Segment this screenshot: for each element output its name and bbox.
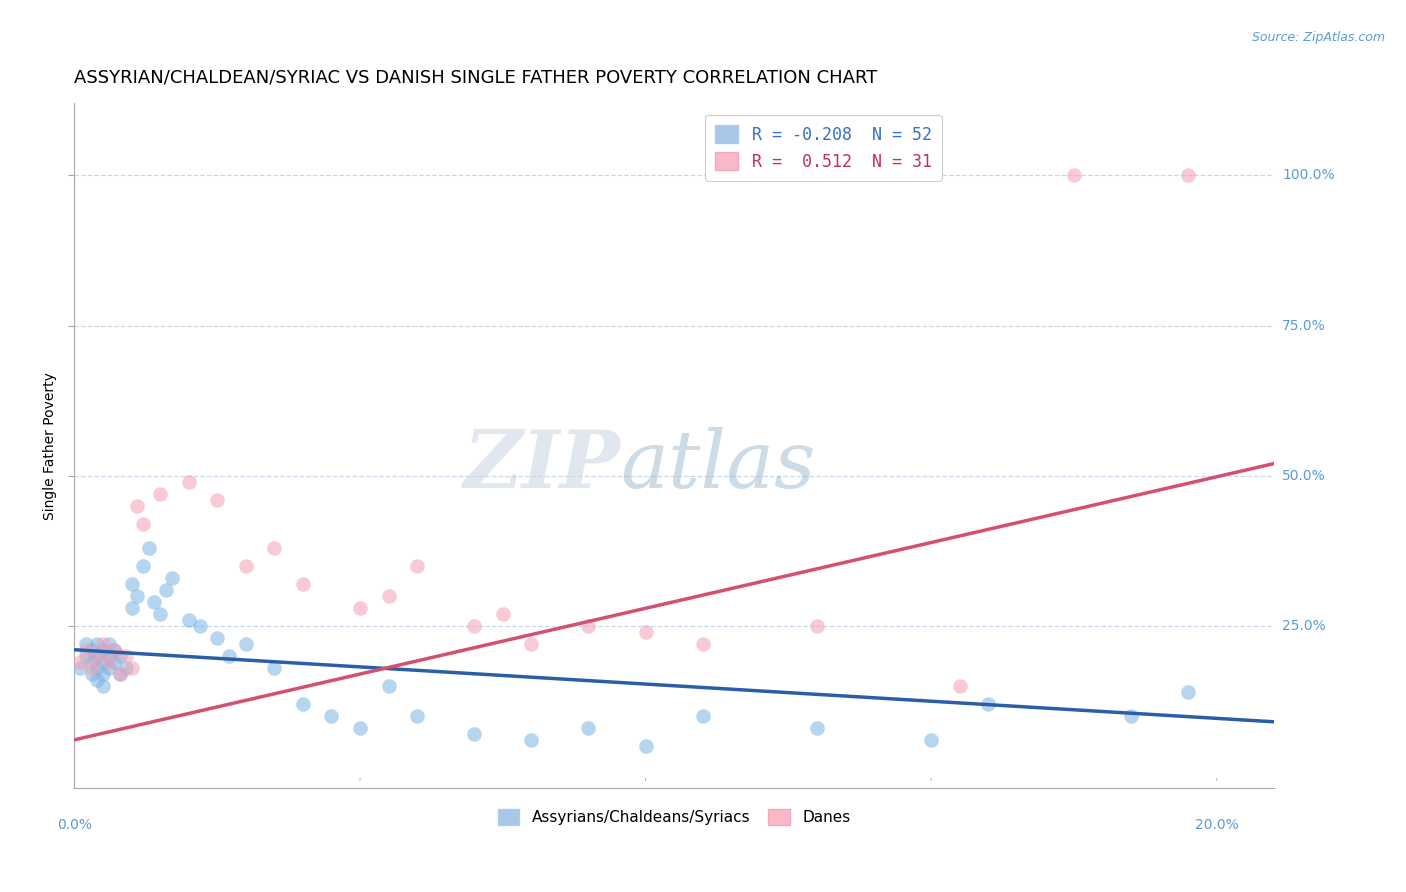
Point bbox=[149, 486, 172, 500]
Point bbox=[634, 624, 657, 639]
Point bbox=[188, 618, 211, 632]
Point bbox=[806, 618, 828, 632]
Point bbox=[160, 571, 183, 585]
Point bbox=[634, 739, 657, 753]
Point bbox=[115, 648, 138, 663]
Point bbox=[97, 637, 120, 651]
Point bbox=[177, 613, 200, 627]
Point bbox=[149, 607, 172, 621]
Point bbox=[235, 637, 257, 651]
Text: 100.0%: 100.0% bbox=[1282, 169, 1334, 182]
Point bbox=[263, 541, 285, 555]
Text: 25.0%: 25.0% bbox=[1282, 619, 1326, 632]
Point bbox=[75, 637, 97, 651]
Point bbox=[127, 499, 149, 513]
Point bbox=[127, 589, 149, 603]
Point bbox=[80, 661, 103, 675]
Point bbox=[121, 576, 143, 591]
Text: 0.0%: 0.0% bbox=[58, 818, 91, 832]
Point bbox=[108, 648, 131, 663]
Point bbox=[132, 558, 155, 573]
Text: Source: ZipAtlas.com: Source: ZipAtlas.com bbox=[1251, 31, 1385, 45]
Point bbox=[138, 541, 160, 555]
Point bbox=[207, 631, 229, 645]
Point bbox=[321, 708, 343, 723]
Point bbox=[80, 642, 103, 657]
Point bbox=[806, 721, 828, 735]
Point bbox=[91, 637, 114, 651]
Point bbox=[80, 666, 103, 681]
Point bbox=[86, 661, 108, 675]
Point bbox=[349, 600, 371, 615]
Point bbox=[91, 666, 114, 681]
Point bbox=[115, 661, 138, 675]
Point bbox=[103, 655, 125, 669]
Point bbox=[1063, 169, 1085, 183]
Text: ASSYRIAN/CHALDEAN/SYRIAC VS DANISH SINGLE FATHER POVERTY CORRELATION CHART: ASSYRIAN/CHALDEAN/SYRIAC VS DANISH SINGL… bbox=[75, 69, 877, 87]
Point bbox=[97, 648, 120, 663]
Point bbox=[977, 697, 1000, 711]
Point bbox=[692, 708, 714, 723]
Point bbox=[218, 648, 240, 663]
Point bbox=[377, 589, 399, 603]
Point bbox=[349, 721, 371, 735]
Point bbox=[86, 648, 108, 663]
Point bbox=[75, 642, 97, 657]
Point bbox=[520, 732, 543, 747]
Point bbox=[91, 679, 114, 693]
Point bbox=[121, 661, 143, 675]
Point bbox=[578, 721, 600, 735]
Point bbox=[1177, 169, 1199, 183]
Point bbox=[463, 618, 485, 632]
Point bbox=[143, 595, 166, 609]
Point bbox=[406, 558, 429, 573]
Point bbox=[492, 607, 515, 621]
Y-axis label: Single Father Poverty: Single Father Poverty bbox=[44, 372, 58, 519]
Point bbox=[97, 655, 120, 669]
Point bbox=[97, 661, 120, 675]
Point bbox=[86, 673, 108, 687]
Point bbox=[91, 655, 114, 669]
Point bbox=[80, 655, 103, 669]
Point bbox=[86, 648, 108, 663]
Point bbox=[132, 516, 155, 531]
Point bbox=[121, 600, 143, 615]
Point bbox=[406, 708, 429, 723]
Point bbox=[235, 558, 257, 573]
Point bbox=[86, 637, 108, 651]
Point bbox=[207, 492, 229, 507]
Point bbox=[377, 679, 399, 693]
Text: 75.0%: 75.0% bbox=[1282, 318, 1326, 333]
Point bbox=[75, 648, 97, 663]
Point bbox=[108, 666, 131, 681]
Point bbox=[1177, 685, 1199, 699]
Point bbox=[291, 576, 314, 591]
Text: 20.0%: 20.0% bbox=[1195, 818, 1239, 832]
Text: 50.0%: 50.0% bbox=[1282, 468, 1326, 483]
Point bbox=[155, 582, 177, 597]
Point bbox=[291, 697, 314, 711]
Point bbox=[103, 642, 125, 657]
Point bbox=[692, 637, 714, 651]
Point bbox=[1119, 708, 1142, 723]
Point bbox=[949, 679, 972, 693]
Point bbox=[103, 642, 125, 657]
Legend: Assyrians/Chaldeans/Syriacs, Danes: Assyrians/Chaldeans/Syriacs, Danes bbox=[492, 804, 856, 831]
Point bbox=[263, 661, 285, 675]
Text: ZIP: ZIP bbox=[464, 427, 620, 505]
Point bbox=[520, 637, 543, 651]
Point bbox=[69, 655, 91, 669]
Point bbox=[578, 618, 600, 632]
Point bbox=[177, 475, 200, 489]
Point bbox=[463, 727, 485, 741]
Point bbox=[108, 666, 131, 681]
Point bbox=[920, 732, 942, 747]
Point bbox=[69, 661, 91, 675]
Text: atlas: atlas bbox=[620, 427, 815, 505]
Point bbox=[91, 642, 114, 657]
